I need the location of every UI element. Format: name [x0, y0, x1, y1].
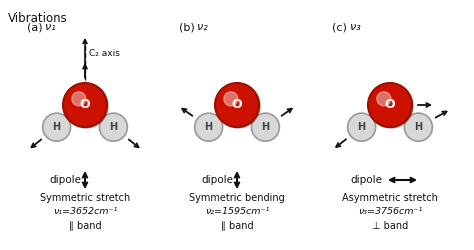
Circle shape — [215, 83, 259, 127]
Circle shape — [368, 83, 412, 127]
Text: ν₂: ν₂ — [197, 22, 208, 32]
Text: C₂ axis: C₂ axis — [89, 48, 120, 58]
Circle shape — [251, 113, 279, 141]
Circle shape — [369, 84, 413, 128]
Text: ν₂=1595cm⁻¹: ν₂=1595cm⁻¹ — [205, 207, 269, 216]
Text: (a): (a) — [27, 22, 43, 32]
Text: O: O — [80, 98, 91, 112]
Circle shape — [195, 113, 223, 141]
Text: ∥ band: ∥ band — [69, 221, 101, 231]
Circle shape — [347, 113, 375, 141]
Text: dipole: dipole — [350, 175, 382, 185]
Circle shape — [64, 84, 108, 128]
Text: ∥ band: ∥ band — [221, 221, 253, 231]
Text: dipole: dipole — [49, 175, 81, 185]
Text: O: O — [385, 98, 395, 112]
Text: H: H — [109, 122, 118, 132]
Text: ν₃: ν₃ — [350, 22, 361, 32]
Text: H: H — [414, 122, 422, 132]
Text: ν₁: ν₁ — [45, 22, 56, 32]
Text: Symmetric bending: Symmetric bending — [189, 193, 285, 203]
Circle shape — [377, 92, 391, 106]
Text: (b): (b) — [179, 22, 195, 32]
Text: dipole: dipole — [201, 175, 233, 185]
Circle shape — [43, 113, 71, 141]
Text: H: H — [357, 122, 366, 132]
Circle shape — [216, 84, 260, 128]
Text: Vibrations: Vibrations — [8, 12, 68, 25]
Text: (c): (c) — [332, 22, 347, 32]
Circle shape — [404, 113, 432, 141]
Circle shape — [100, 113, 128, 141]
Circle shape — [63, 83, 107, 127]
Circle shape — [72, 92, 86, 106]
Text: O: O — [232, 98, 242, 112]
Text: ν₃=3756cm⁻¹: ν₃=3756cm⁻¹ — [358, 207, 422, 216]
Text: ν₁=3652cm⁻¹: ν₁=3652cm⁻¹ — [53, 207, 117, 216]
Text: Asymmetric stretch: Asymmetric stretch — [342, 193, 438, 203]
Circle shape — [224, 92, 238, 106]
Text: Symmetric stretch: Symmetric stretch — [40, 193, 130, 203]
Text: H: H — [205, 122, 213, 132]
Text: H: H — [53, 122, 61, 132]
Text: ⊥ band: ⊥ band — [372, 221, 408, 231]
Text: H: H — [261, 122, 269, 132]
